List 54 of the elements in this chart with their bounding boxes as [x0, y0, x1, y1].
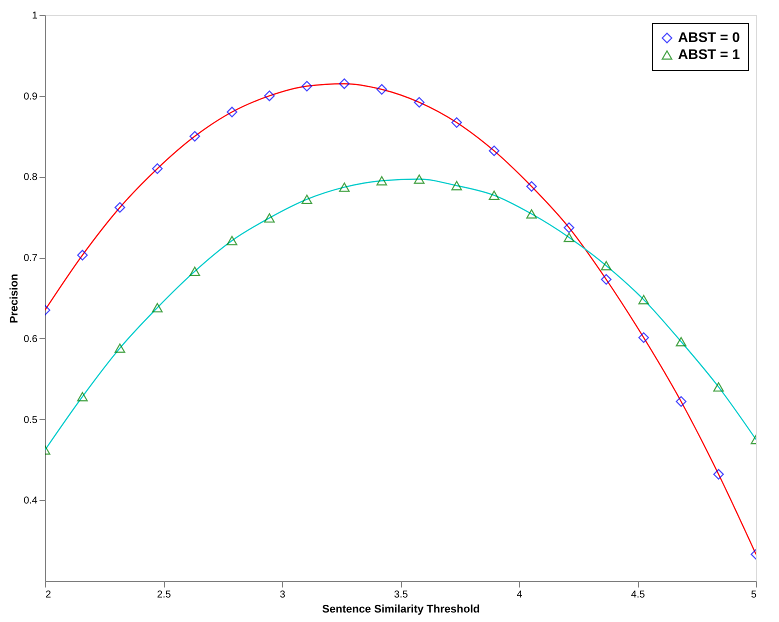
y-tick-label: 0.4 [24, 496, 38, 507]
y-tick-label: 0.9 [24, 91, 38, 102]
point [302, 194, 312, 204]
point [376, 176, 388, 186]
point [526, 209, 537, 219]
point [600, 260, 612, 270]
point [114, 202, 126, 213]
point [564, 232, 574, 242]
point [189, 266, 200, 276]
point [488, 190, 500, 200]
point [676, 396, 686, 407]
point [376, 84, 388, 95]
point [488, 145, 500, 156]
point [77, 250, 88, 260]
legend-label: ABST = 0 [678, 29, 740, 45]
point [676, 336, 686, 346]
point [414, 174, 425, 184]
point [338, 182, 350, 192]
point [226, 106, 238, 118]
point [189, 130, 200, 142]
point [451, 117, 462, 128]
legend-label: ABST = 1 [678, 46, 740, 62]
point [451, 180, 462, 190]
point [713, 382, 724, 392]
x-tick-label: 3 [280, 590, 286, 600]
y-tick-label: 0.7 [24, 253, 38, 264]
point [638, 294, 650, 304]
point [713, 468, 724, 480]
point [526, 181, 537, 192]
y-tick-label: 0.6 [24, 334, 38, 345]
x-tick-label: 4.5 [631, 590, 646, 600]
x-tick-label: 3.5 [394, 590, 408, 600]
point [77, 392, 88, 402]
point [564, 222, 574, 233]
x-tick-label: 4 [516, 590, 523, 600]
x-axis-title: Sentence Similarity Threshold [322, 604, 480, 616]
y-tick-label: 0.5 [24, 414, 38, 426]
x-tick-label: 2 [46, 590, 52, 600]
point [226, 236, 238, 246]
point [264, 213, 275, 223]
point [638, 332, 650, 343]
x-tick-label: 5 [750, 590, 757, 600]
x-tick-label: 2.5 [157, 590, 172, 600]
y-tick-label: 0.8 [24, 172, 38, 184]
point [264, 90, 275, 102]
point [114, 343, 126, 353]
point [414, 96, 425, 108]
point [600, 274, 612, 285]
y-axis-title: Precision [8, 273, 21, 324]
point [152, 163, 163, 174]
point [302, 80, 312, 92]
y-tick-label: 1 [32, 10, 38, 22]
point [338, 78, 350, 90]
point [152, 302, 163, 312]
